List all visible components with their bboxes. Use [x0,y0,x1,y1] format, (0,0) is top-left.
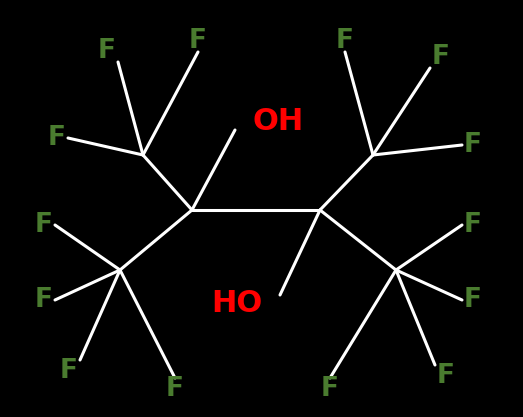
Text: F: F [321,376,339,402]
Text: F: F [432,44,450,70]
Text: F: F [189,28,207,54]
Text: F: F [35,287,53,313]
Text: F: F [60,358,78,384]
Text: F: F [464,212,482,238]
Text: F: F [35,212,53,238]
Text: F: F [166,376,184,402]
Text: F: F [98,38,116,64]
Text: F: F [437,363,455,389]
Text: F: F [464,287,482,313]
Text: F: F [336,28,354,54]
Text: OH: OH [253,108,304,136]
Text: HO: HO [211,289,262,317]
Text: F: F [48,125,66,151]
Text: F: F [464,132,482,158]
